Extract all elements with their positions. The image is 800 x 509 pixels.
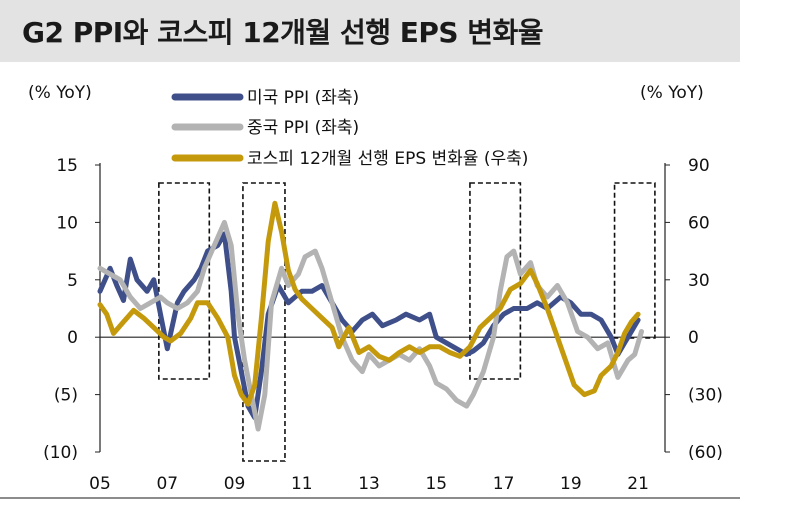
left-tick-label: 5 (67, 271, 78, 291)
right-tick-label: 60 (688, 213, 710, 233)
legend-label: 미국 PPI (좌축) (247, 88, 359, 108)
left-axis-unit: (% YoY) (28, 83, 92, 103)
right-axis-unit: (% YoY) (640, 83, 704, 103)
highlight-box (158, 182, 211, 380)
x-tick-label: 05 (89, 474, 111, 494)
x-tick-label: 15 (425, 474, 447, 494)
chart-title: G2 PPI와 코스피 12개월 선행 EPS 변화율 (22, 16, 544, 49)
right-tick-label: 0 (688, 328, 699, 348)
legend-label: 코스피 12개월 선행 EPS 변화율 (우축) (247, 149, 528, 169)
x-tick-label: 19 (560, 474, 582, 494)
x-tick-label: 21 (627, 474, 649, 494)
x-tick-label: 13 (358, 474, 380, 494)
title-bar: G2 PPI와 코스피 12개월 선행 EPS 변화율 (0, 0, 740, 62)
right-tick-label: 90 (688, 156, 710, 176)
x-tick-label: 11 (291, 474, 313, 494)
x-tick-label: 07 (156, 474, 178, 494)
series-line (97, 219, 644, 432)
highlight-box (613, 182, 656, 339)
right-tick-label: (30) (688, 386, 723, 406)
series-line (97, 231, 641, 421)
left-tick-label: (5) (54, 386, 78, 406)
x-tick-label: 17 (493, 474, 515, 494)
left-tick-label: 10 (56, 213, 78, 233)
left-tick-label: 15 (56, 156, 78, 176)
right-tick-label: (60) (688, 443, 723, 463)
right-tick-label: 30 (688, 271, 710, 291)
left-tick-label: 0 (67, 328, 78, 348)
left-tick-label: (10) (43, 443, 78, 463)
x-tick-label: 09 (224, 474, 246, 494)
series-line (97, 200, 641, 407)
bottom-rule (0, 497, 740, 499)
legend-label: 중국 PPI (좌축) (247, 118, 359, 138)
